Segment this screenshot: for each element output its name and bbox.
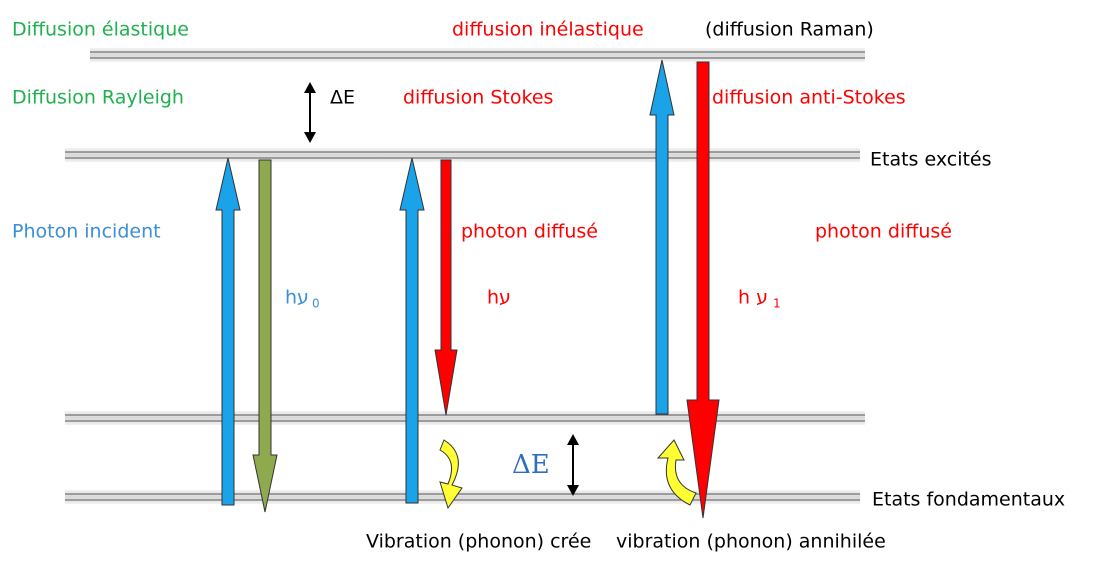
label-elastic: Diffusion élastique <box>12 19 189 41</box>
arrow-stokes-scattered <box>434 159 458 416</box>
arrow-incident-anti <box>649 59 675 415</box>
label-h-nu0-sub: 0 <box>312 297 320 311</box>
label-annihilated: vibration (phonon) annihilée <box>616 531 886 553</box>
label-h-nu1-sub: 1 <box>773 297 781 311</box>
transitions <box>215 59 720 519</box>
arrow-incident-rayleigh <box>215 157 241 506</box>
label-anti-stokes: diffusion anti-Stokes <box>712 87 906 109</box>
level-virtual <box>90 48 865 62</box>
level-vibrational <box>65 411 865 425</box>
label-incident: Photon incident <box>12 221 161 243</box>
level-excited <box>65 148 860 162</box>
curved-arrow-annihilated <box>656 439 697 506</box>
label-stokes: diffusion Stokes <box>403 87 553 109</box>
arrow-anti-scattered <box>686 61 720 519</box>
label-scattered-anti: photon diffusé <box>815 221 952 243</box>
label-scattered-stokes: photon diffusé <box>461 221 598 243</box>
arrow-incident-stokes <box>399 157 425 504</box>
label-ground: Etats fondamentaux <box>872 489 1065 511</box>
label-inelastic: diffusion inélastique <box>452 19 644 41</box>
label-h-nu0: hע <box>285 287 309 309</box>
label-excited: Etats excités <box>870 149 992 171</box>
label-raman: (diffusion Raman) <box>705 19 874 41</box>
label-delta-top: ΔE <box>330 87 355 109</box>
curved-arrow-created <box>439 439 463 510</box>
delta-arrows <box>304 82 579 496</box>
label-h-nu1: h ע <box>738 287 768 309</box>
level-ground <box>65 490 860 504</box>
arrow-rayleigh-scattered <box>252 159 278 513</box>
label-delta-bottom: ΔE <box>512 450 550 480</box>
label-rayleigh: Diffusion Rayleigh <box>12 87 184 109</box>
label-h-nu: hע <box>487 287 511 309</box>
label-created: Vibration (phonon) crée <box>366 531 591 553</box>
levels <box>65 48 865 504</box>
